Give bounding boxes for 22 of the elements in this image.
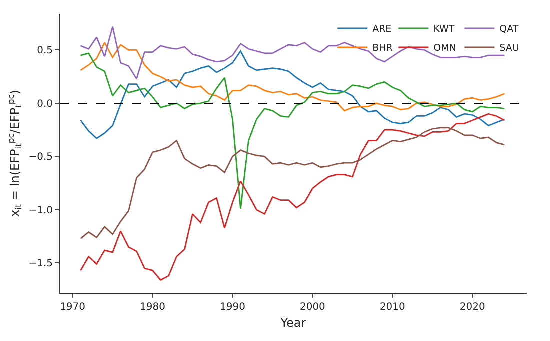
line-series bbox=[80, 113, 506, 281]
legend-label: BHR bbox=[372, 43, 394, 54]
y-tick-label: −1.0 bbox=[28, 205, 53, 216]
x-tick-label: 2000 bbox=[300, 302, 326, 313]
legend-label: KWT bbox=[434, 24, 455, 36]
y-tick-label: 0.5 bbox=[37, 46, 53, 57]
legend-label: QAT bbox=[500, 24, 519, 36]
line-series bbox=[80, 127, 506, 240]
legend-label: ARE bbox=[372, 24, 392, 36]
x-tick-label: 1980 bbox=[140, 302, 166, 313]
x-tick-label: 2010 bbox=[380, 302, 406, 313]
x-axis-title: Year bbox=[280, 316, 306, 330]
line-series bbox=[80, 52, 506, 210]
legend-label: OMN bbox=[434, 43, 456, 54]
x-tick-label: 1970 bbox=[60, 302, 86, 313]
y-tick-label: −1.5 bbox=[28, 258, 53, 270]
y-tick-label: 0.0 bbox=[37, 98, 53, 110]
x-tick-label: 2020 bbox=[460, 302, 486, 313]
y-tick-label: −0.5 bbox=[28, 152, 53, 164]
legend-label: SAU bbox=[500, 43, 520, 54]
x-tick-label: 1990 bbox=[220, 302, 246, 313]
line-series bbox=[80, 50, 506, 140]
